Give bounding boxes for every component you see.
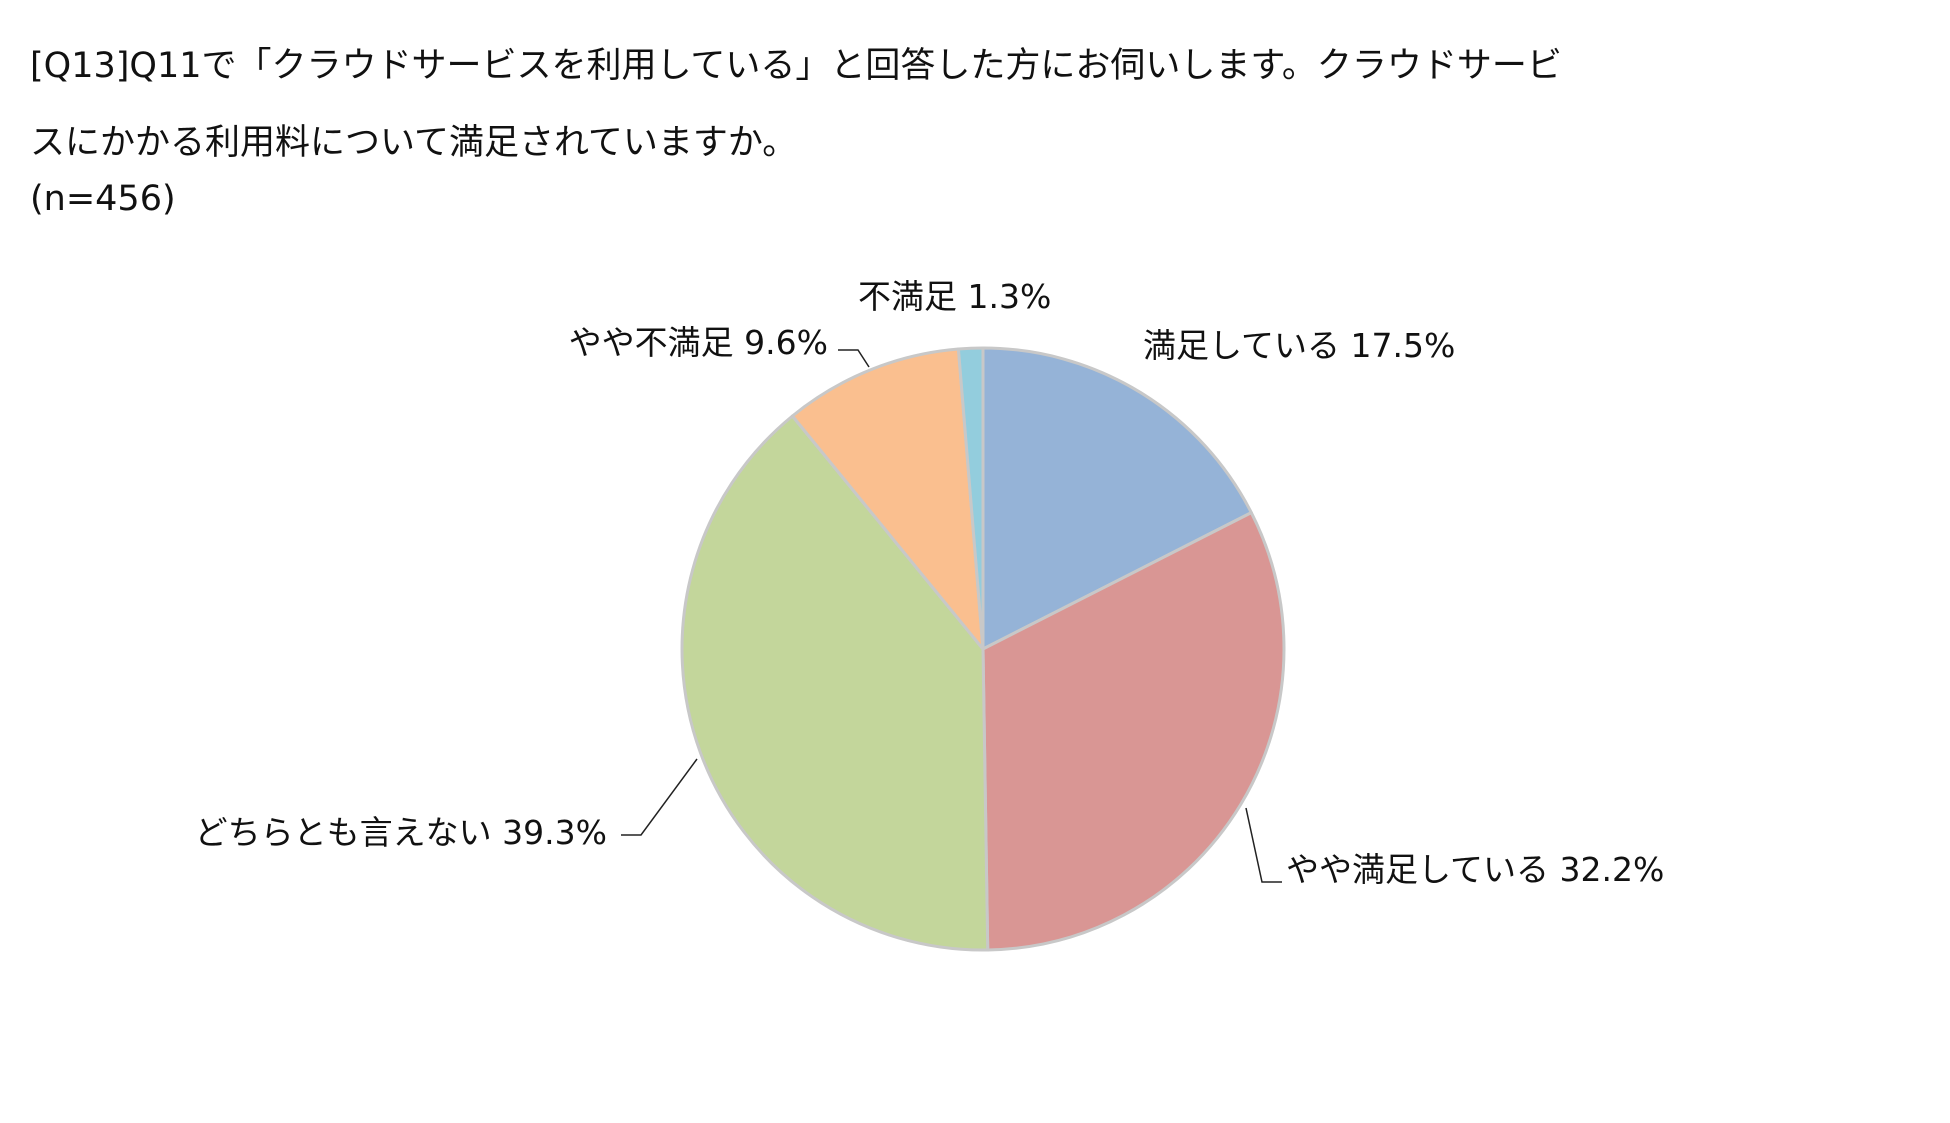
data-label-satisfied: 満足している 17.5% [1143,326,1455,365]
data-label-satisfied-somewhat: やや満足している 32.2% [1286,850,1664,889]
leader-line-neutral [621,758,698,836]
data-labels: 満足している 17.5% やや満足している 32.2% どちらとも言えない 39… [195,277,1665,889]
pie-slice-satisfied-somewhat [981,511,1286,952]
pie-slice-neutral [680,414,990,952]
pie-slice-dissatisfied-somewhat [790,347,985,651]
question-text: [Q13]Q11で「クラウドサービスを利用している」と回答した方にお伺いします。… [30,46,1562,163]
pie-slice-satisfied [981,346,1253,651]
data-label-dissatisfied: 不満足 1.3% [858,277,1051,316]
sample-size: (n=456) [30,179,176,219]
data-label-neutral: どちらとも言えない 39.3% [195,813,607,852]
pie-slice-dissatisfied [956,346,985,651]
data-label-dissatisfied-somewhat: やや不満足 9.6% [569,323,828,362]
leader-line-dissatisfied-somewhat [838,349,870,368]
leader-lines [621,349,1282,883]
pie-slices [680,346,1286,952]
leader-line-satisfied-somewhat [1245,807,1282,883]
